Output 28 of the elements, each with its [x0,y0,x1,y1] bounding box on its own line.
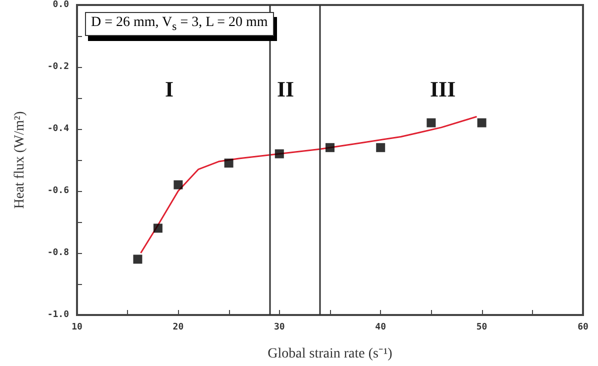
point [274,149,284,158]
y-tick-label: -0.2 [47,62,69,72]
x-axis-title: Global strain rate (s⁻¹) [268,346,393,362]
y-tick-label: -0.6 [47,186,69,196]
x-tick-label: 60 [578,322,588,332]
point [426,118,436,128]
x-tick-label: 20 [172,322,184,332]
x-tick-label: 10 [72,322,82,332]
point [326,143,334,152]
point [174,180,183,190]
line-series [140,116,478,254]
point [224,158,234,168]
y-tick-label: -0.4 [47,124,70,134]
y-axis-title: Heat flux (W/m²) [12,110,28,209]
x-tick-label: 40 [375,322,386,332]
point [376,143,386,152]
annotation: D = 26 mm, V$_{s}$ = 3, L = 20 mm [85,12,274,36]
x-tick-label: 50 [476,322,488,332]
point [133,254,142,264]
y-tick-label: 0.0 [52,0,69,10]
point [477,118,486,128]
annotation: II [277,76,294,102]
annotation: III [430,76,456,102]
annotation: I [165,76,174,102]
point [153,224,162,233]
x-tick-label: 30 [274,322,285,332]
y-tick-label: -0.8 [47,248,69,258]
y-tick-label: -1.0 [47,310,69,320]
